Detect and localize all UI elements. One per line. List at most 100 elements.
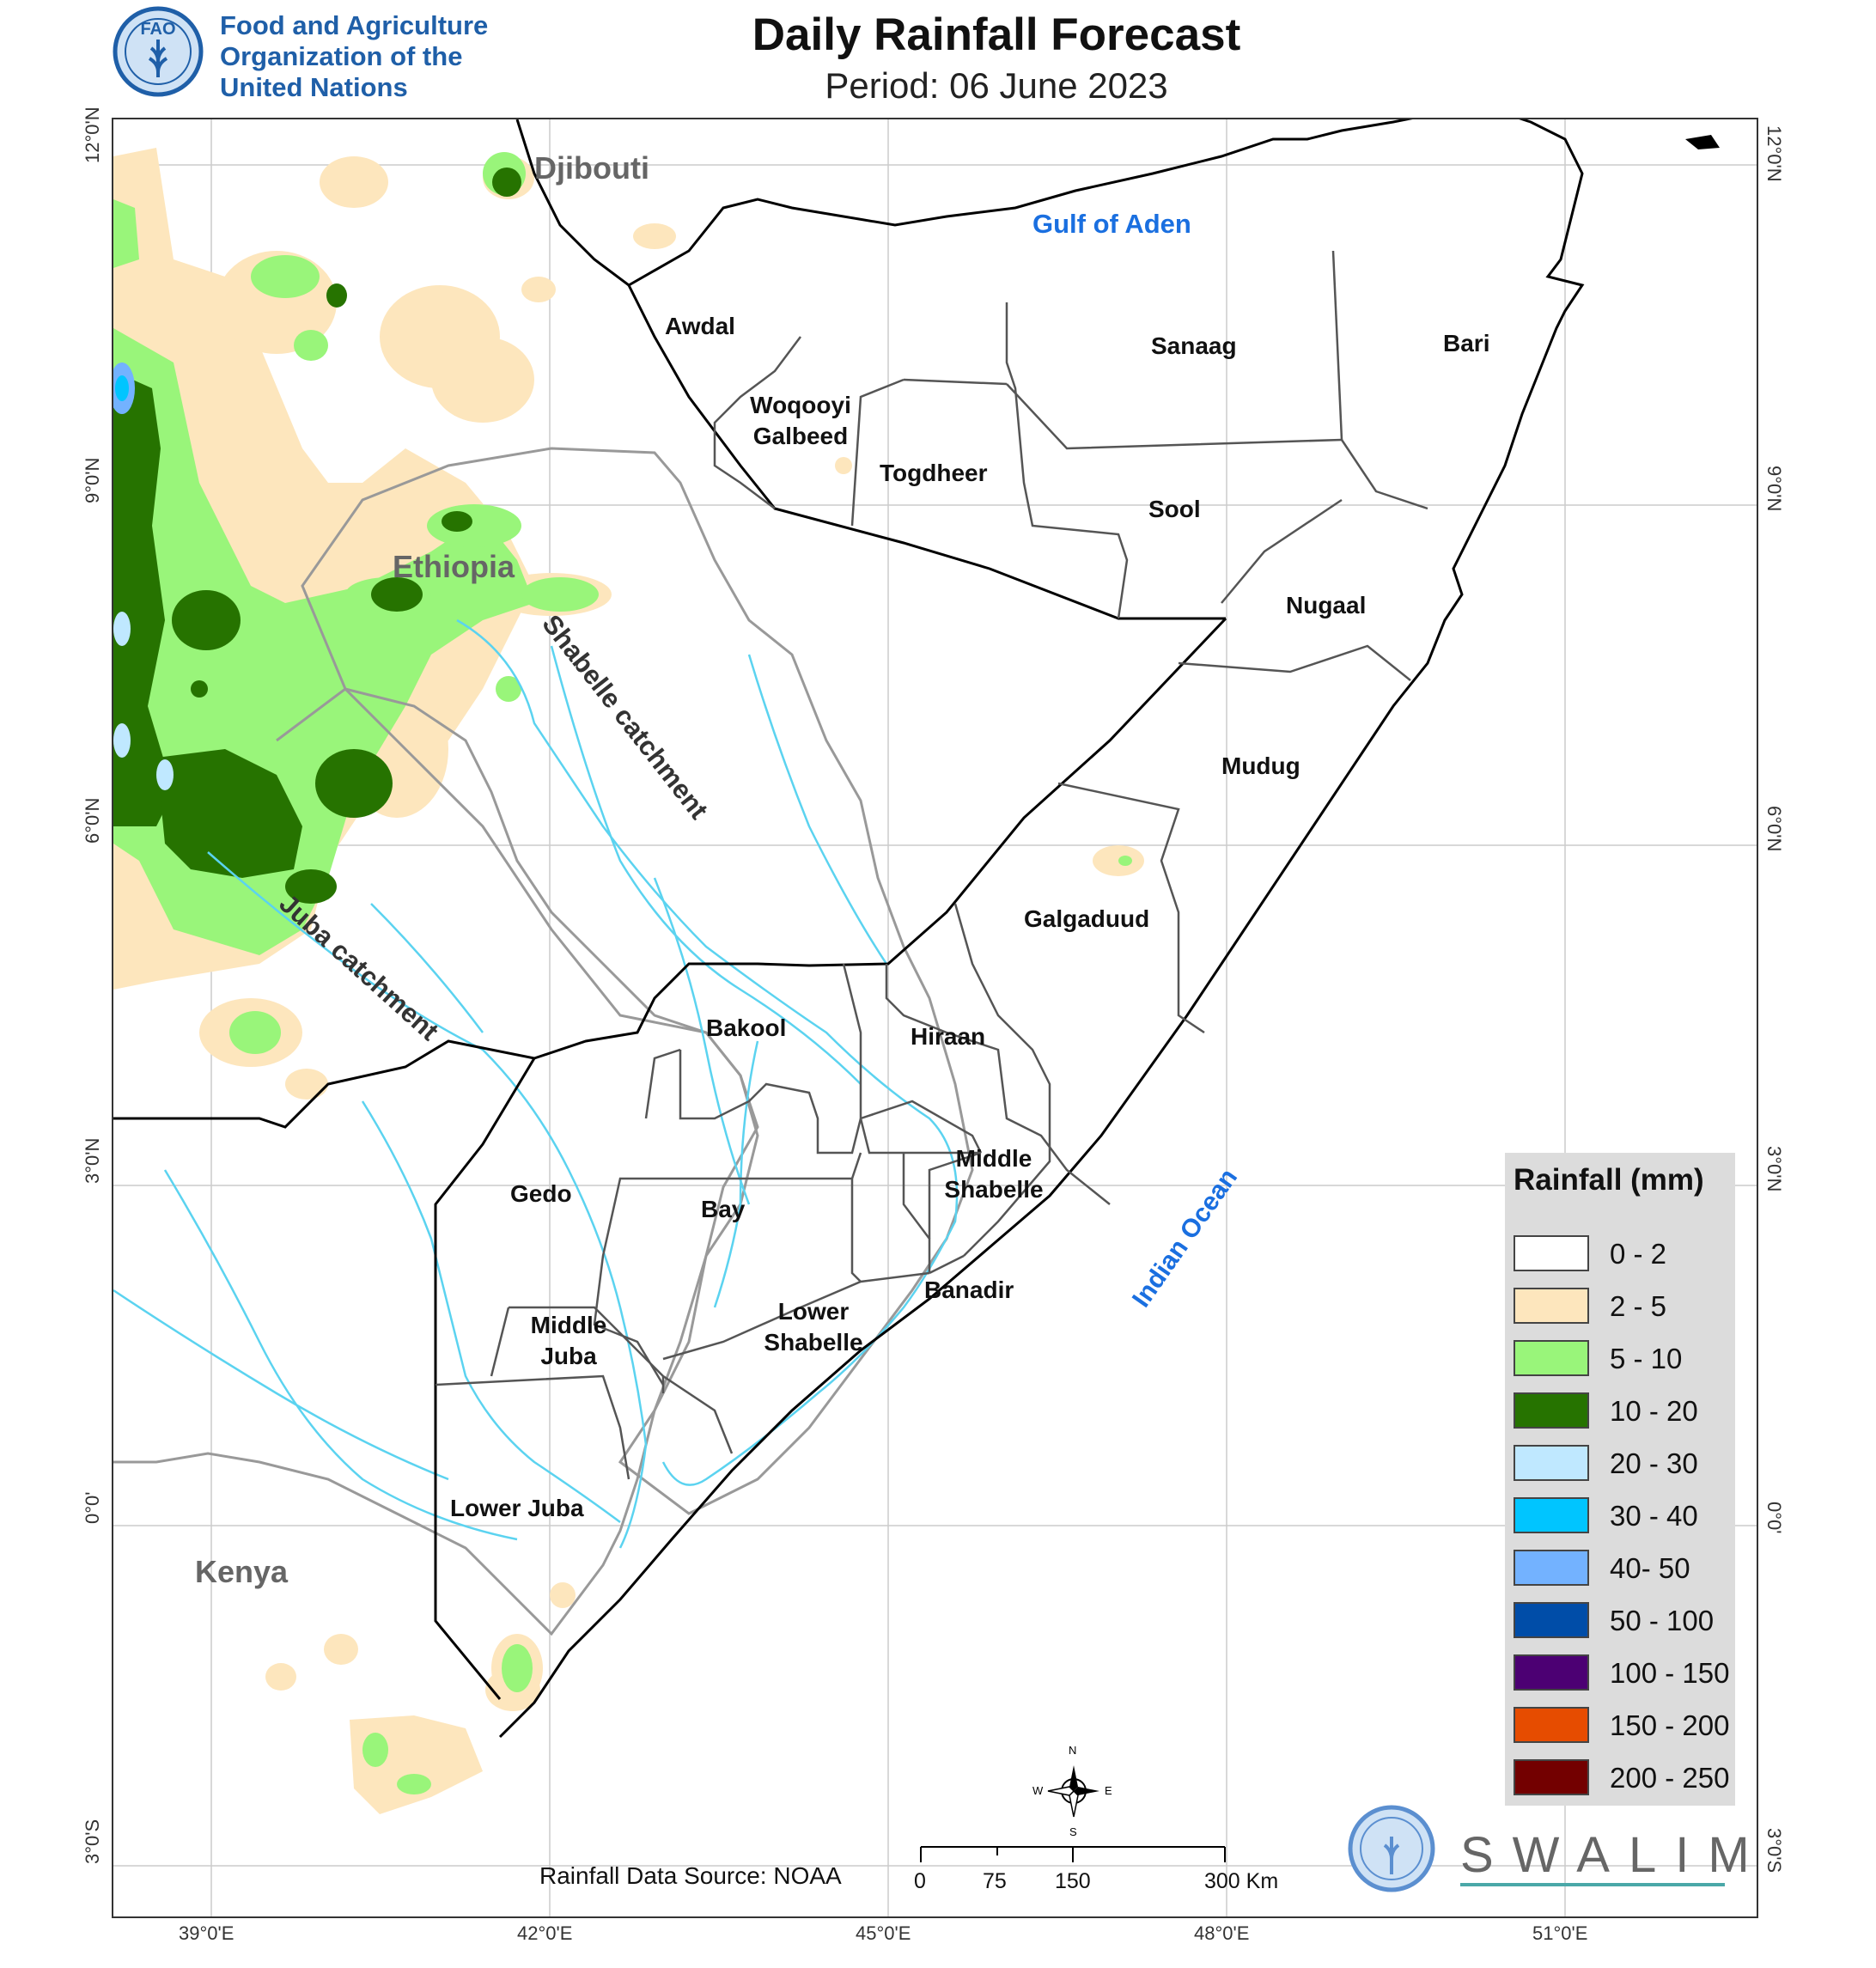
rainfall-10-20 <box>113 168 521 904</box>
legend-item: 200 - 250 <box>1514 1759 1730 1799</box>
scale-bar <box>919 1845 1228 1866</box>
legend-label: 30 - 40 <box>1610 1500 1698 1532</box>
legend-label: 100 - 150 <box>1610 1657 1730 1689</box>
legend-item: 150 - 200 <box>1514 1707 1730 1746</box>
lat-tick-left-12n: 12°0'N <box>82 107 103 163</box>
lat-tick-right-9n: 9°0'N <box>1763 466 1785 512</box>
lon-tick-42: 42°0'E <box>517 1922 573 1944</box>
lon-tick-48: 48°0'E <box>1194 1922 1250 1944</box>
legend-swatch <box>1514 1445 1589 1481</box>
region-label-middle-juba: Middle Juba <box>530 1312 607 1369</box>
region-label-bay: Bay <box>701 1196 746 1222</box>
rivers <box>113 618 959 1549</box>
scale-label-75: 75 <box>983 1869 1007 1893</box>
legend-swatch <box>1514 1602 1589 1638</box>
scale-label-0: 0 <box>914 1869 926 1893</box>
legend-label: 50 - 100 <box>1610 1605 1715 1636</box>
legend-swatch <box>1514 1707 1589 1743</box>
legend-swatch <box>1514 1235 1589 1271</box>
compass-s: S <box>1069 1825 1077 1838</box>
legend-label: 10 - 20 <box>1610 1395 1698 1427</box>
lat-tick-left-3s: 3°0'S <box>82 1819 103 1864</box>
region-label-sool: Sool <box>1148 496 1201 522</box>
legend-item: 40- 50 <box>1514 1550 1728 1589</box>
lat-tick-left-6n: 6°0'N <box>82 797 103 844</box>
country-label-kenya: Kenya <box>195 1554 289 1589</box>
rainfall-20-40 <box>113 363 174 790</box>
legend-swatch <box>1514 1392 1589 1429</box>
legend-label: 20 - 30 <box>1610 1447 1698 1479</box>
legend-item: 100 - 150 <box>1514 1654 1730 1694</box>
region-label-gedo: Gedo <box>510 1180 572 1207</box>
map-title: Daily Rainfall Forecast <box>752 9 1241 60</box>
region-label-lower-shabelle: Lower Shabelle <box>764 1298 863 1356</box>
lon-tick-45: 45°0'E <box>856 1922 911 1944</box>
lat-tick-left-3n: 3°0'N <box>82 1137 103 1184</box>
legend-swatch <box>1514 1497 1589 1533</box>
legend-item: 0 - 2 <box>1514 1235 1728 1275</box>
region-label-banadir: Banadir <box>924 1276 1014 1303</box>
svg-text:FAO: FAO <box>140 20 175 39</box>
legend-label: 2 - 5 <box>1610 1290 1667 1322</box>
legend-swatch <box>1514 1654 1589 1691</box>
fao-name: Food and Agriculture Organization of the… <box>220 10 489 102</box>
legend-item: 20 - 30 <box>1514 1445 1728 1484</box>
lat-tick-right-0: 0°0' <box>1763 1502 1785 1534</box>
legend-title: Rainfall (mm) <box>1514 1163 1704 1197</box>
country-label-ethiopia: Ethiopia <box>393 549 515 584</box>
fao-logo: FAO <box>112 5 204 98</box>
legend-swatch <box>1514 1288 1589 1324</box>
legend-item: 30 - 40 <box>1514 1497 1728 1537</box>
lon-tick-51: 51°0'E <box>1532 1922 1588 1944</box>
swalim-logo: SWALIM <box>1460 1827 1769 1883</box>
region-label-middle-shabelle: Middle Shabelle <box>944 1145 1044 1203</box>
map-frame: Djibouti Ethiopia Kenya Gulf of Aden Ind… <box>112 118 1758 1918</box>
lat-tick-right-12n: 12°0'N <box>1763 125 1785 182</box>
legend-swatch <box>1514 1340 1589 1376</box>
compass-rose: N S W E <box>1031 1744 1117 1838</box>
legend-label: 5 - 10 <box>1610 1343 1683 1374</box>
region-label-nugaal: Nugaal <box>1286 592 1367 618</box>
region-label-togdheer: Togdheer <box>880 460 988 486</box>
water-label-gulf-of-aden: Gulf of Aden <box>1032 209 1191 239</box>
lat-tick-left-0: 0°0' <box>82 1491 103 1524</box>
legend-label: 150 - 200 <box>1610 1709 1730 1741</box>
legend-item: 10 - 20 <box>1514 1392 1728 1432</box>
compass-w: W <box>1032 1784 1044 1797</box>
lat-tick-left-9n: 9°0'N <box>82 457 103 503</box>
compass-e: E <box>1105 1784 1112 1797</box>
swalim-underline <box>1460 1883 1725 1886</box>
map-subtitle: Period: 06 June 2023 <box>825 65 1168 106</box>
legend-label: 40- 50 <box>1610 1552 1690 1584</box>
lat-tick-right-6n: 6°0'N <box>1763 806 1785 852</box>
legend-item: 2 - 5 <box>1514 1288 1728 1327</box>
country-label-djibouti: Djibouti <box>534 150 649 186</box>
legend-item: 50 - 100 <box>1514 1602 1728 1642</box>
region-label-hiraan: Hiraan <box>911 1023 986 1050</box>
region-label-sanaag: Sanaag <box>1151 332 1237 359</box>
region-label-woqooyi-galbeed: Woqooyi Galbeed <box>750 392 851 449</box>
region-label-bakool: Bakool <box>706 1014 787 1041</box>
scale-label-300: 300 Km <box>1204 1869 1279 1893</box>
legend-swatch <box>1514 1550 1589 1586</box>
legend-swatch <box>1514 1759 1589 1795</box>
fao-logo-bottom <box>1347 1804 1436 1893</box>
region-label-awdal: Awdal <box>665 313 735 339</box>
legend-label: 200 - 250 <box>1610 1762 1730 1794</box>
region-label-bari: Bari <box>1443 330 1490 356</box>
socotra-island <box>1685 135 1720 149</box>
legend-label: 0 - 2 <box>1610 1238 1667 1270</box>
region-label-lower-juba: Lower Juba <box>450 1495 584 1521</box>
compass-n: N <box>1069 1744 1077 1757</box>
region-label-galgaduud: Galgaduud <box>1024 905 1150 932</box>
map-canvas <box>113 119 1757 1916</box>
lat-tick-right-3n: 3°0'N <box>1763 1146 1785 1192</box>
data-source: Rainfall Data Source: NOAA <box>539 1862 842 1889</box>
lon-tick-39: 39°0'E <box>179 1922 234 1944</box>
catchment-boundaries <box>113 447 974 1636</box>
region-label-mudug: Mudug <box>1221 752 1300 779</box>
legend-item: 5 - 10 <box>1514 1340 1728 1380</box>
scale-label-150: 150 <box>1055 1869 1091 1893</box>
region-borders <box>435 250 1428 1480</box>
rainfall-legend: Rainfall (mm) 0 - 2 2 - 5 5 - 10 10 - 20 20 … <box>1505 1153 1735 1806</box>
